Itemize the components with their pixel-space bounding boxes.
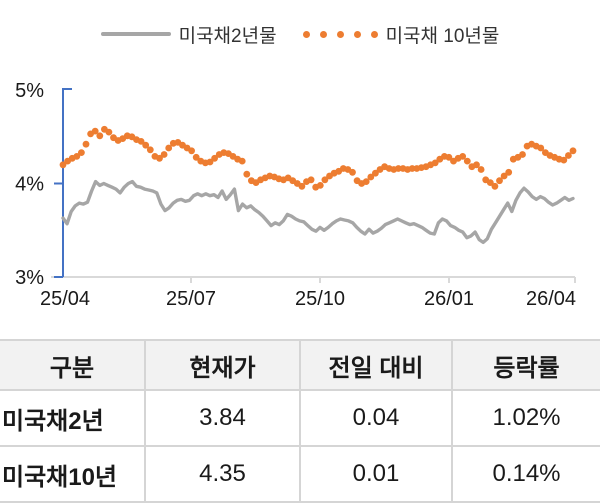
price-10y: 4.35 (144, 445, 300, 503)
series-10y-dot (477, 166, 485, 173)
series-10y-dot (463, 157, 471, 165)
series-10y-dot (156, 154, 163, 162)
y-tick-label: 4% (15, 174, 44, 196)
series-10y-dot (560, 156, 568, 164)
orange-dots-swatch (302, 30, 378, 38)
legend-label-10y: 미국채 10년물 (385, 25, 500, 47)
series-10y-dot (105, 128, 113, 136)
series-10y-dot (206, 158, 214, 166)
series-10y-dot (165, 144, 173, 152)
change-10y: 0.01 (299, 445, 452, 503)
change-2y: 0.04 (299, 389, 452, 447)
series-10y-dot (486, 179, 494, 186)
header-day-change: 전일 대비 (299, 339, 452, 391)
table-row-10y: 미국채10년 4.35 0.01 0.14% (0, 445, 600, 503)
series-10y-dot (569, 147, 577, 155)
table-row-2y: 미국채2년 3.84 0.04 1.02% (0, 389, 600, 447)
series-10y-dot (73, 153, 81, 160)
series-10y-dot (243, 170, 251, 178)
series-10y-dot (160, 151, 168, 158)
x-tick-label: 25/04 (40, 288, 90, 310)
series-10y-dot (188, 147, 196, 155)
gray-line-swatch (100, 32, 171, 36)
header-change-rate: 등락률 (451, 339, 600, 391)
series-10y-dot (96, 132, 104, 140)
series-10y-dot (367, 173, 375, 181)
series-10y-dot (321, 176, 329, 184)
yield-chart-section: 미국채2년물 미국채 10년물 5% 4% 3% 25/04 25/07 25/10 26/… (0, 18, 600, 310)
series-10y-dot (519, 151, 526, 158)
series-10y-dot (59, 161, 67, 169)
series-10y-dot (537, 144, 545, 152)
series-10y-dot (362, 178, 370, 185)
y-tick-label: 5% (15, 80, 44, 102)
series-2y-line (61, 179, 575, 245)
series-10y-dot (307, 176, 315, 184)
series-10y-dot (142, 141, 150, 149)
series-10y-dot (238, 157, 246, 165)
x-tick-label: 25/10 (295, 288, 345, 310)
series-10y-dot (372, 169, 379, 177)
x-tick-label: 26/04 (526, 288, 576, 310)
rate-table: 구분 현재가 전일 대비 등락률 미국채2년 3.84 0.04 1.02% 미… (0, 339, 600, 503)
series-10y-dot (431, 159, 439, 167)
series-10y-dot (192, 153, 200, 161)
series-10y-dot (211, 154, 219, 162)
series-10y-dot (496, 177, 503, 185)
row-label-2y: 미국채2년 (0, 389, 145, 447)
series-10y-dot (146, 146, 154, 154)
x-tick-label: 26/01 (424, 288, 474, 310)
row-label-10y: 미국채10년 (0, 445, 145, 503)
series-10y-dot (349, 168, 356, 176)
series-10y-dot (505, 168, 513, 176)
series-10y-dot (473, 161, 480, 169)
yield-line-chart: 5% 4% 3%25/04 25/07 25/10 26/01 26/04 (15, 80, 577, 310)
series-10y-dot (316, 182, 324, 189)
header-category: 구분 (0, 339, 145, 391)
legend-item-10y: 미국채 10년물 (302, 21, 500, 48)
x-tick-label: 25/07 (166, 288, 216, 310)
chart-legend: 미국채2년물 미국채 10년물 (0, 18, 600, 50)
series-10y-dot (78, 149, 85, 156)
rate-10y: 0.14% (451, 445, 600, 503)
series-10y-dot (500, 172, 508, 180)
legend-item-2y: 미국채2년물 (100, 21, 277, 48)
series-10y-dot (491, 182, 499, 190)
price-2y: 3.84 (144, 389, 300, 447)
legend-label-2y: 미국채2년물 (178, 25, 277, 47)
series-10y-dot (445, 153, 453, 161)
series-10y-dot (298, 182, 306, 190)
rate-2y: 1.02% (451, 389, 600, 447)
y-tick-label: 3% (15, 267, 44, 289)
table-header-row: 구분 현재가 전일 대비 등락률 (0, 339, 600, 391)
series-10y-dot (459, 153, 467, 160)
series-10y-dot (91, 127, 99, 135)
series-10y-dot (137, 138, 145, 145)
header-current-price: 현재가 (144, 339, 300, 391)
series-10y-dot (565, 152, 572, 159)
series-10y-dot (82, 140, 90, 148)
